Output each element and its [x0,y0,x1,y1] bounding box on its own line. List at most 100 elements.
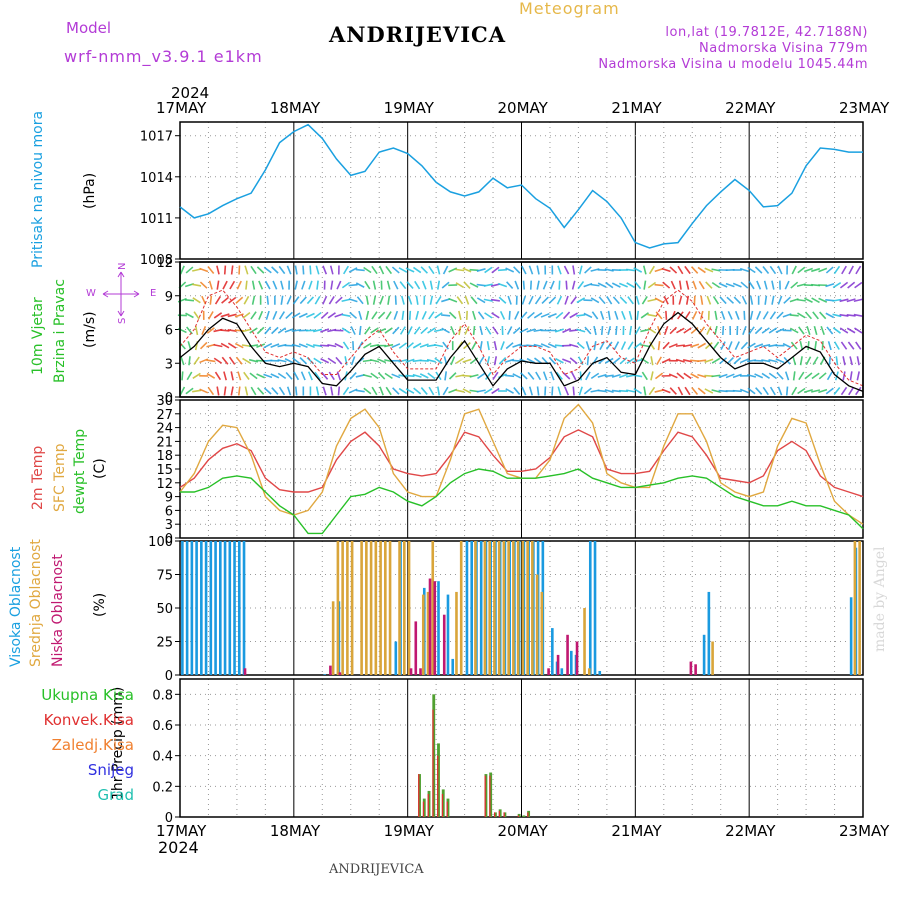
wind-arrow [298,312,308,319]
wind-arrow [398,374,408,378]
wind-arrow [428,265,435,275]
wind-arrow [647,298,657,303]
wind-arrow [819,311,827,320]
y-tick-label: 27 [156,408,173,423]
wind-arrow [348,283,358,287]
wind-arrow [669,387,677,395]
wind-arrow [512,373,522,379]
wind-arrow [364,326,371,335]
wind-arrow [413,387,422,395]
y-tick-label: 0.6 [152,719,173,734]
wind-arrow [220,313,230,318]
wind-arrow [669,326,678,335]
cloud-mid-bar [516,541,520,675]
wind-arrow [470,296,478,305]
wind-arrow [242,357,251,364]
wind-arrow [450,356,456,366]
wind-arrow [419,359,429,362]
wind-arrow [477,311,485,320]
wind-arrow [405,267,415,273]
wind-arrow [536,265,540,275]
wind-arrow [365,295,369,305]
wind-arrow [441,327,450,334]
wind-arrow [193,311,200,320]
y-tick-label: 12 [156,477,173,492]
wind-arrow [557,386,562,396]
cloud-mid-bar [331,601,335,675]
wind-arrow [485,326,492,335]
wind-arrow [661,388,671,394]
wind-arrow [612,296,620,305]
cloud-high-bar [598,670,602,675]
wind-arrow [221,296,230,304]
wind-arrow [223,265,227,275]
wind-arrow [270,373,280,379]
precip-total-bar [418,774,421,817]
panel-frame [179,678,864,818]
day-label-bottom: 18MAY [269,822,321,840]
wind-arrow [611,282,621,288]
wind-arrow [420,326,429,335]
wind-arrow [478,356,485,365]
wind-arrow [291,343,301,348]
wind-arrow [377,311,386,320]
wind-arrow [626,282,635,289]
wind-arrow [742,325,747,336]
wind-arrow [586,356,590,366]
wind-arrow [734,310,740,320]
wind-arrow [391,266,400,274]
wind-arrow [789,327,799,334]
wind-arrow [355,268,365,272]
precip-total-bar [432,694,436,817]
wind-arrow [223,371,227,381]
wind-arrow [527,371,535,380]
cloud-high-bar [394,641,398,675]
wind-arrow [492,371,499,381]
wind-arrow [316,280,319,290]
wind-arrow [256,326,265,335]
wind-arrow [555,357,564,364]
wind-arrow [676,372,685,380]
wind-arrow [328,296,335,305]
wind-arrow [804,311,813,320]
cloud-low-bar [433,581,437,675]
wind-arrow [406,281,414,289]
wind-arrow [677,386,684,396]
wind-arrow [741,295,748,305]
wind-arrow [606,296,613,305]
wind-arrow [727,310,733,320]
wind-arrow [277,327,287,334]
cloud-mid-bar [853,541,857,675]
wind-arrow [665,310,668,320]
wind-arrow [619,357,628,365]
wind-arrow [299,357,308,365]
wind-arrow [593,325,597,336]
wind-arrow [677,265,684,275]
wind-arrow [277,359,287,363]
wind-arrow [220,342,230,349]
wind-arrow [554,328,564,333]
chart-panel-wind: 0 3 6 9 12 [156,256,864,406]
wind-arrow [355,389,365,393]
wind-arrow [692,280,697,290]
wind-arrow [229,280,236,290]
wind-arrow [455,357,465,364]
wind-arrow [746,373,757,378]
wind-arrow [562,358,572,364]
wind-arrow [442,341,450,350]
wind-arrow [799,341,804,351]
wind-arrow [400,295,405,305]
wind-arrow [214,296,222,305]
wind-arrow [768,372,777,380]
wind-arrow [597,389,607,393]
wind-arrow [619,296,628,305]
wind-arrow [387,295,391,305]
cloud-mid-bar [388,541,392,675]
wind-arrow [648,265,655,275]
wind-arrow [842,371,846,381]
wind-arrow [206,327,215,334]
wind-arrow [263,373,273,379]
wind-arrow [790,281,799,289]
wind-arrow [251,295,256,305]
